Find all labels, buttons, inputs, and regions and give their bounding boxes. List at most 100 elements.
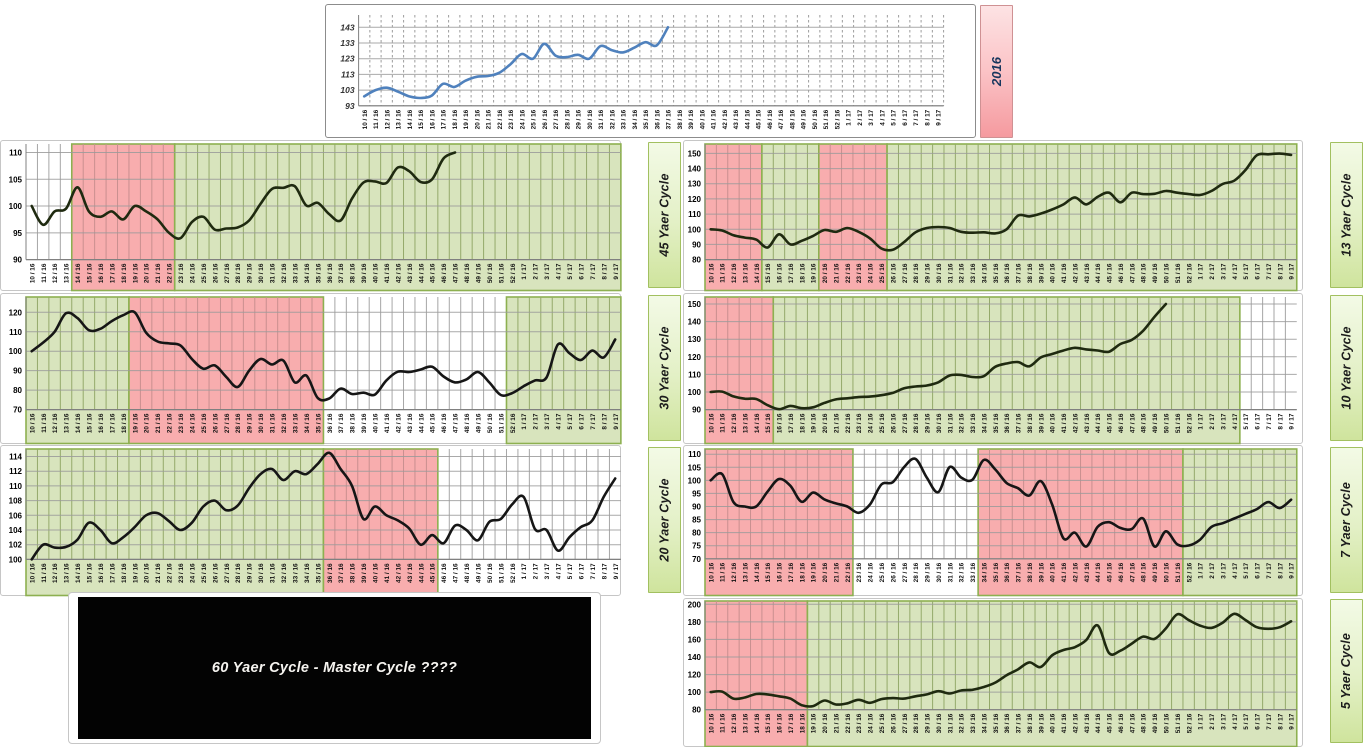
x-tick-label: 13 / 16 — [64, 413, 71, 433]
y-tick-label: 123 — [340, 54, 354, 64]
chart-2016-weekly[interactable]: 93 103 113 123 133 143 10 / 16 11 / 16 12 / 16 13… — [325, 4, 976, 138]
label-box-13-year-cycle[interactable]: 13 Yaer Cycle — [1330, 142, 1363, 288]
x-tick-label: 43 / 16 — [1084, 713, 1091, 733]
x-tick-label: 47 / 16 — [1129, 713, 1136, 733]
x-tick-label: 3 / 17 — [544, 413, 551, 429]
chart-45-year-cycle[interactable]: 90 95 100 105 110 10 / 16 11 / 16 12 / 16 13 / 1… — [0, 140, 622, 292]
x-tick-label: 16 / 16 — [98, 413, 105, 433]
x-tick-label: 15 / 16 — [765, 263, 772, 283]
chart-7-year-cycle[interactable]: 70 75 80 85 90 95 100 105 110 10 / 16 11 / 16 12 / … — [683, 445, 1303, 597]
label-box-30-year-cycle[interactable]: 30 Yaer Cycle — [648, 295, 681, 441]
y-tick-label: 106 — [9, 511, 23, 520]
x-tick-label: 31 / 16 — [947, 562, 954, 582]
x-tick-label: 49 / 16 — [476, 263, 483, 283]
y-tick-label: 80 — [13, 386, 22, 395]
x-tick-label: 15 / 16 — [87, 263, 94, 283]
y-tick-label: 120 — [688, 671, 702, 680]
x-tick-label: 29 / 16 — [925, 713, 932, 733]
x-tick-label: 27 / 16 — [224, 563, 231, 583]
x-tick-label: 51 / 16 — [1175, 562, 1182, 582]
year-2016-label-box[interactable]: 2016 — [980, 5, 1013, 138]
x-tick-label: 34 / 16 — [981, 713, 988, 733]
x-tick-label: 6 / 17 — [578, 563, 585, 579]
x-tick-label: 6 / 17 — [578, 263, 585, 279]
x-tick-label: 42 / 16 — [1073, 713, 1080, 733]
x-tick-label: 31 / 16 — [270, 263, 277, 283]
x-tick-label: 12 / 16 — [52, 413, 59, 433]
x-tick-label: 11 / 16 — [41, 413, 48, 433]
x-tick-label: 22 / 16 — [167, 413, 174, 433]
x-tick-label: 4 / 17 — [1232, 562, 1239, 578]
x-tick-label: 5 / 17 — [1243, 413, 1250, 429]
chart-20-year-cycle[interactable]: 100 102 104 106 108 110 112 114 10 / 16 11 / 16 12… — [0, 445, 621, 597]
x-tick-label: 18 / 16 — [799, 562, 806, 582]
y-tick-label: 130 — [688, 180, 702, 189]
chart-10-year-cycle[interactable]: 90 100 110 120 130 140 150 10 / 16 11 / 16 12 / 1… — [683, 293, 1303, 445]
x-tick-label: 12 / 16 — [731, 263, 738, 283]
x-tick-label: 3 / 17 — [544, 563, 551, 579]
x-tick-label: 1 / 17 — [521, 413, 528, 429]
x-tick-label: 49 / 16 — [1152, 413, 1159, 433]
y-tick-label: 95 — [692, 489, 701, 498]
x-tick-label: 48 / 16 — [464, 413, 471, 433]
x-tick-label: 51 / 16 — [1175, 713, 1182, 733]
x-tick-label: 16 / 16 — [777, 562, 784, 582]
x-tick-label: 11 / 16 — [41, 263, 48, 283]
x-tick-label: 23 / 16 — [856, 562, 863, 582]
x-tick-label: 4 / 17 — [1232, 413, 1239, 429]
x-tick-label: 32 / 16 — [281, 413, 288, 433]
chart-svg-c20: 100 102 104 106 108 110 112 114 10 / 16 11 / 16 12… — [9, 448, 621, 597]
chart-13-year-cycle[interactable]: 80 90 100 110 120 130 140 150 10 / 16 11 / 16 12 /… — [683, 140, 1303, 292]
x-tick-label: 40 / 16 — [699, 109, 706, 129]
x-tick-label: 42 / 16 — [395, 263, 402, 283]
label-box-5-year-cycle[interactable]: 5 Yaer Cycle — [1330, 599, 1363, 743]
x-tick-label: 6 / 17 — [1255, 263, 1262, 279]
x-tick-label: 25 / 16 — [879, 413, 886, 433]
label-box-20-year-cycle[interactable]: 20 Yaer Cycle — [648, 447, 681, 593]
x-tick-label: 52 / 16 — [1186, 713, 1193, 733]
x-tick-label: 42 / 16 — [395, 563, 402, 583]
label-7-year-cycle: 7 Yaer Cycle — [1339, 481, 1354, 559]
x-tick-label: 11 / 16 — [41, 563, 48, 583]
x-tick-label: 37 / 16 — [1016, 562, 1023, 582]
y-tick-label: 100 — [688, 476, 702, 485]
x-tick-label: 27 / 16 — [902, 413, 909, 433]
x-tick-label: 50 / 16 — [487, 263, 494, 283]
x-tick-label: 5 / 17 — [567, 563, 574, 579]
x-tick-label: 3 / 17 — [1220, 413, 1227, 429]
x-tick-label: 16 / 16 — [429, 109, 436, 129]
x-tick-label: 13 / 16 — [742, 713, 749, 733]
label-box-7-year-cycle[interactable]: 7 Yaer Cycle — [1330, 447, 1363, 593]
label-box-10-year-cycle[interactable]: 10 Yaer Cycle — [1330, 295, 1363, 441]
x-tick-label: 7 / 17 — [913, 109, 920, 125]
x-tick-label: 29 / 16 — [925, 562, 932, 582]
x-tick-label: 30 / 16 — [936, 263, 943, 283]
x-tick-label: 32 / 16 — [959, 713, 966, 733]
label-30-year-cycle: 30 Yaer Cycle — [657, 326, 672, 410]
x-tick-label: 33 / 16 — [292, 413, 299, 433]
x-tick-label: 52 / 16 — [510, 413, 517, 433]
x-tick-label: 25 / 16 — [201, 263, 208, 283]
y-tick-label: 114 — [9, 453, 22, 462]
y-tick-label: 110 — [9, 482, 22, 491]
x-tick-label: 24 / 16 — [190, 413, 197, 433]
chart-60-year-master-cycle[interactable]: 60 Yaer Cycle - Master Cycle ???? — [68, 592, 601, 744]
chart-30-year-cycle[interactable]: 70 80 90 100 110 120 10 / 16 11 / 16 12 / 16 13 /… — [0, 293, 622, 445]
x-tick-label: 33 / 16 — [970, 713, 977, 733]
x-tick-label: 11 / 16 — [720, 263, 727, 283]
x-tick-label: 50 / 16 — [487, 413, 494, 433]
x-tick-label: 10 / 16 — [29, 413, 36, 433]
x-tick-label: 47 / 16 — [778, 109, 785, 129]
x-tick-label: 22 / 16 — [845, 562, 852, 582]
x-tick-label: 4 / 17 — [879, 109, 886, 125]
x-tick-label: 12 / 16 — [731, 713, 738, 733]
y-tick-label: 90 — [692, 503, 701, 512]
label-box-45-year-cycle[interactable]: 45 Yaer Cycle — [648, 142, 681, 288]
x-tick-label: 34 / 16 — [981, 562, 988, 582]
chart-5-year-cycle[interactable]: 80 100 120 140 160 180 200 10 / 16 11 / 16 12 / 1… — [683, 598, 1303, 747]
y-tick-label: 140 — [688, 318, 702, 327]
x-tick-label: 26 / 16 — [212, 413, 219, 433]
x-tick-label: 37 / 16 — [1016, 413, 1023, 433]
x-tick-label: 16 / 16 — [777, 263, 784, 283]
x-tick-label: 10 / 16 — [708, 713, 715, 733]
